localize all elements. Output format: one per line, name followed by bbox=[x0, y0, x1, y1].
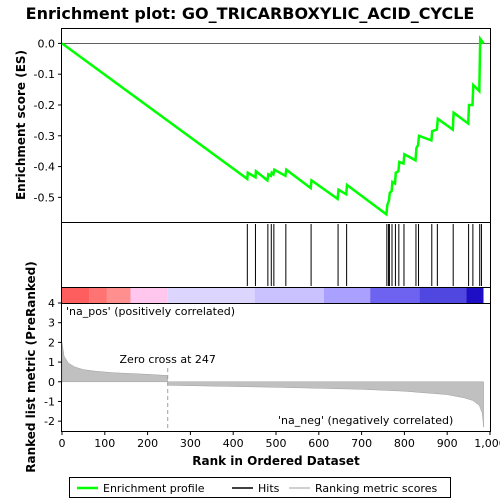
metric-panel-frame bbox=[61, 303, 491, 432]
es-y-tick-label: 0.0 bbox=[38, 37, 56, 50]
enrichment-profile-line bbox=[61, 35, 485, 217]
rank-heatmap-bar bbox=[61, 287, 491, 304]
metric-y-tick-label: 2 bbox=[48, 336, 55, 349]
legend: Enrichment profile Hits Ranking metric s… bbox=[69, 477, 451, 498]
es-y-tick-label: -0.1 bbox=[34, 68, 55, 81]
heatmap-band bbox=[89, 288, 107, 303]
zero-cross-label: Zero cross at 247 bbox=[120, 353, 216, 366]
na-pos-label: 'na_pos' (positively correlated) bbox=[66, 305, 235, 318]
metric-panel: Zero cross at 247 'na_pos' (positively c… bbox=[44, 297, 500, 450]
hits-panel bbox=[61, 222, 491, 288]
x-tick-label: 300 bbox=[180, 437, 201, 450]
legend-label-ranking-metric-scores: Ranking metric scores bbox=[315, 482, 437, 495]
chart-title: Enrichment plot: GO_TRICARBOXYLIC_ACID_C… bbox=[26, 4, 475, 23]
x-tick-label: 900 bbox=[437, 437, 458, 450]
heatmap-band bbox=[106, 288, 131, 303]
metric-y-tick-label: -1 bbox=[44, 395, 55, 408]
legend-label-hits: Hits bbox=[258, 482, 280, 495]
x-tick-label: 200 bbox=[137, 437, 158, 450]
heatmap-band bbox=[466, 288, 484, 303]
x-tick-label: 800 bbox=[394, 437, 415, 450]
es-y-tick-label: -0.3 bbox=[34, 130, 55, 143]
x-tick-label: 400 bbox=[223, 437, 244, 450]
metric-y-tick-label: 0 bbox=[48, 376, 55, 389]
ranking-metric-area bbox=[61, 342, 484, 428]
metric-y-tick-label: -2 bbox=[44, 415, 55, 428]
hits-panel-frame bbox=[61, 222, 491, 288]
es-y-tick-label: -0.4 bbox=[34, 161, 55, 174]
metric-y-tick-label: 1 bbox=[48, 356, 55, 369]
heatmap-band bbox=[62, 288, 90, 303]
es-y-tick-label: -0.2 bbox=[34, 99, 55, 112]
metric-y-tick-label: 3 bbox=[48, 317, 55, 330]
legend-label-enrichment-profile: Enrichment profile bbox=[103, 482, 205, 495]
heatmap-band bbox=[130, 288, 168, 303]
es-panel-frame bbox=[61, 28, 491, 223]
x-tick-label: 0 bbox=[59, 437, 66, 450]
heatmap-band bbox=[254, 288, 324, 303]
legend-frame bbox=[69, 477, 451, 498]
x-tick-label: 700 bbox=[351, 437, 372, 450]
x-tick-label: 100 bbox=[94, 437, 115, 450]
x-tick-label: 500 bbox=[266, 437, 287, 450]
metric-y-axis-label: Ranked list metric (PreRanked) bbox=[24, 261, 38, 473]
heatmap-band bbox=[167, 288, 255, 303]
heatmap-band bbox=[483, 288, 490, 303]
heatmap-band bbox=[323, 288, 371, 303]
heatmap-band bbox=[419, 288, 467, 303]
na-neg-label: 'na_neg' (negatively correlated) bbox=[278, 414, 453, 427]
x-tick-label: 1,000 bbox=[474, 437, 500, 450]
x-tick-label: 600 bbox=[308, 437, 329, 450]
es-panel: 0.0 -0.1 -0.2 -0.3 -0.4 -0.5 bbox=[34, 28, 491, 223]
es-y-axis-label: Enrichment score (ES) bbox=[14, 50, 28, 200]
heatmap-band bbox=[370, 288, 420, 303]
x-axis-label: Rank in Ordered Dataset bbox=[192, 454, 360, 468]
metric-y-tick-label: 4 bbox=[48, 297, 55, 310]
es-y-tick-label: -0.5 bbox=[34, 191, 55, 204]
